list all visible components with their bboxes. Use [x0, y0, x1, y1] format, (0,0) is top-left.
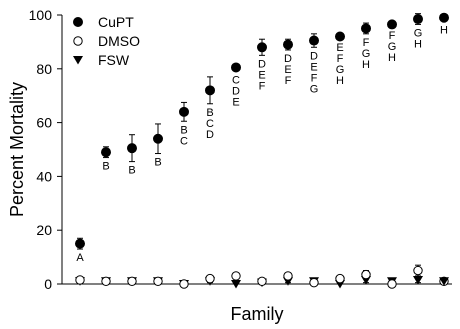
- cupt-point: [127, 143, 137, 154]
- axes: [61, 15, 452, 285]
- y-tick-label: 40: [36, 168, 52, 184]
- cupt-point: [413, 14, 423, 25]
- dmso-point: [283, 271, 293, 281]
- cupt-point: [179, 106, 189, 117]
- cupt-point: [361, 23, 371, 34]
- group-letter: A: [76, 252, 84, 264]
- group-letter: G: [388, 41, 397, 53]
- group-letter: F: [389, 30, 396, 42]
- group-letter: D: [310, 50, 318, 62]
- cupt-point: [257, 42, 267, 53]
- dmso-point: [231, 271, 241, 281]
- y-tick-label: 60: [36, 115, 52, 131]
- legend-label-fsw: FSW: [98, 52, 130, 68]
- group-letter: F: [259, 80, 266, 92]
- group-letter: F: [363, 37, 370, 49]
- y-axis-title: Percent Mortality: [7, 82, 27, 217]
- group-letter: B: [180, 124, 187, 136]
- dmso-point: [361, 269, 371, 280]
- legend-label-cupt: CuPT: [98, 14, 134, 30]
- dmso-point: [179, 279, 189, 289]
- group-letter: H: [414, 38, 422, 50]
- y-tick-label: 80: [36, 61, 52, 77]
- group-letter: H: [362, 59, 370, 71]
- fsw-point: [439, 277, 449, 286]
- group-letter: C: [232, 74, 240, 86]
- legend-marker-cupt: [73, 17, 83, 27]
- cupt-point: [283, 39, 293, 50]
- group-letter: B: [128, 165, 135, 177]
- group-letter: E: [336, 42, 343, 54]
- group-letter: H: [440, 25, 448, 37]
- group-letter: H: [336, 75, 344, 87]
- dmso-point: [413, 265, 423, 276]
- dmso-point: [387, 279, 397, 289]
- x-axis-title: Family: [231, 304, 284, 324]
- legend: CuPT DMSO FSW: [73, 14, 140, 68]
- group-letter: C: [180, 135, 188, 147]
- group-letter: D: [258, 58, 266, 70]
- group-letter: B: [206, 107, 213, 119]
- group-letter: B: [102, 161, 109, 173]
- dmso-point: [309, 277, 319, 288]
- data-points: [75, 12, 449, 289]
- cupt-point: [335, 31, 345, 42]
- group-letter: G: [336, 64, 345, 76]
- group-letter: E: [258, 69, 265, 81]
- group-letter: D: [284, 53, 292, 65]
- cupt-point: [231, 62, 241, 73]
- dmso-point: [257, 276, 267, 287]
- dmso-point: [205, 273, 215, 284]
- group-letter: E: [232, 96, 239, 108]
- group-letter: C: [206, 118, 214, 130]
- cupt-point: [101, 147, 111, 158]
- group-letter: G: [310, 83, 319, 95]
- cupt-point: [309, 35, 319, 46]
- y-tick-label: 0: [44, 276, 52, 292]
- dmso-point: [101, 276, 111, 287]
- cupt-point: [75, 238, 85, 249]
- group-letter: F: [311, 72, 318, 84]
- cupt-point: [387, 19, 397, 30]
- dmso-point: [75, 275, 85, 285]
- dmso-point: [153, 276, 163, 287]
- group-letter: B: [154, 157, 161, 169]
- fsw-point: [413, 275, 423, 285]
- y-axis-ticks: 0 20 40 60 80 100: [29, 7, 62, 292]
- dmso-point: [335, 273, 345, 284]
- group-letter: G: [414, 27, 423, 39]
- group-letter: E: [284, 64, 291, 76]
- y-tick-label: 20: [36, 222, 52, 238]
- legend-marker-dmso: [73, 36, 83, 46]
- legend-marker-fsw: [73, 56, 83, 65]
- group-letter: D: [232, 85, 240, 97]
- group-letter: F: [285, 75, 292, 87]
- cupt-point: [205, 85, 215, 96]
- group-letter: D: [206, 129, 214, 141]
- group-letter: G: [362, 48, 371, 60]
- cupt-point: [153, 133, 163, 144]
- legend-label-dmso: DMSO: [98, 33, 140, 49]
- group-letter: E: [310, 61, 317, 73]
- dmso-point: [127, 276, 137, 287]
- group-letter: F: [337, 53, 344, 65]
- y-tick-label: 100: [29, 7, 53, 23]
- fsw-point: [231, 280, 241, 289]
- group-letter: H: [388, 52, 396, 64]
- cupt-point: [439, 12, 449, 23]
